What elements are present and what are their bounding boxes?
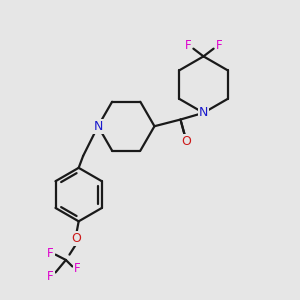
Text: F: F [47,270,54,283]
Text: F: F [185,39,191,52]
Text: N: N [93,120,103,133]
Text: N: N [199,106,208,119]
Text: F: F [47,247,54,260]
Text: O: O [182,135,191,148]
Text: O: O [71,232,81,245]
Text: F: F [74,262,80,275]
Text: F: F [216,39,222,52]
